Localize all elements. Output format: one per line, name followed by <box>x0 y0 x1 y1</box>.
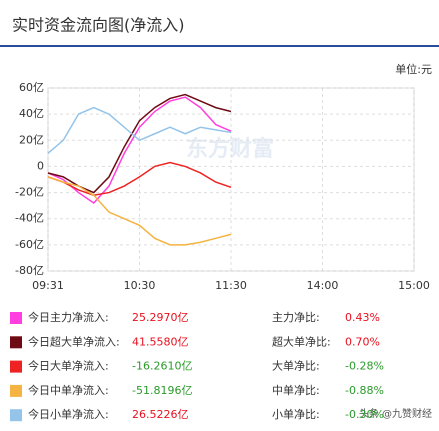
x-tick-label: 10:30 <box>124 279 156 292</box>
unit-label: 单位:元 <box>395 62 432 76</box>
legend-label: 今日小单净流入: <box>28 407 109 421</box>
ratio-value: 0.43% <box>345 311 380 324</box>
ratio-label: 中单净比: <box>272 383 320 397</box>
series-line <box>47 96 232 205</box>
legend-label: 今日大单净流入: <box>28 359 109 373</box>
series-line <box>47 176 232 246</box>
credit: 头条 @九赞财经 <box>359 407 432 420</box>
legend-label: 今日主力净流入: <box>28 310 109 324</box>
legend-swatch <box>10 336 22 349</box>
ratio-value: 0.70% <box>345 335 380 348</box>
net-inflow: -51.8196亿 <box>132 384 192 397</box>
ratio-label: 超大单净比: <box>272 334 331 348</box>
ratio-label: 小单净比: <box>272 407 320 421</box>
x-tick-label: 09:31 <box>32 279 64 292</box>
net-inflow: 26.5226亿 <box>132 408 189 421</box>
series-line <box>47 106 232 154</box>
ratio-value: -0.88% <box>345 384 384 397</box>
legend-swatch <box>10 312 22 324</box>
chart-title: 实时资金流向图(净流入) <box>12 16 185 35</box>
x-tick-label: 15:00 <box>398 279 430 292</box>
legend-label: 今日中单净流入: <box>28 383 109 397</box>
y-tick-label: -60亿 <box>15 238 44 251</box>
net-inflow: 41.5580亿 <box>132 335 189 348</box>
ratio-label: 大单净比: <box>272 359 320 373</box>
y-tick-label: 20亿 <box>19 133 44 146</box>
legend-swatch <box>10 384 22 397</box>
ratio-value: -0.30% <box>345 408 384 421</box>
y-tick-label: -20亿 <box>15 186 44 199</box>
legend-label: 今日超大单净流入: <box>28 334 120 348</box>
legend-swatch <box>10 409 22 422</box>
net-inflow: 25.2970亿 <box>132 311 189 324</box>
y-tick-label: 0 <box>37 159 44 172</box>
ratio-value: -0.28% <box>345 360 384 373</box>
net-inflow: -16.2610亿 <box>132 360 192 373</box>
x-tick-label: 14:00 <box>307 279 339 292</box>
legend-swatch <box>10 360 22 373</box>
y-tick-label: 60亿 <box>19 81 44 94</box>
x-tick-label: 11:30 <box>215 279 247 292</box>
series-line <box>47 161 232 196</box>
y-tick-label: -40亿 <box>15 212 44 225</box>
y-tick-label: -80亿 <box>15 264 44 277</box>
ratio-label: 主力净比: <box>272 310 320 324</box>
y-tick-label: 40亿 <box>19 107 44 120</box>
